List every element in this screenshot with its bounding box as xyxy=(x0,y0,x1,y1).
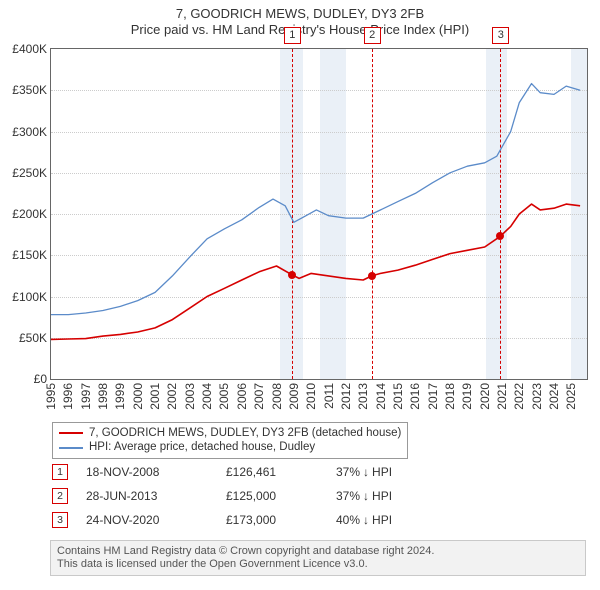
x-axis-label: 2014 xyxy=(374,383,388,410)
x-axis-label: 1998 xyxy=(96,383,110,410)
x-axis-label: 2022 xyxy=(512,383,526,410)
event-marker-box: 1 xyxy=(284,27,301,44)
event-date: 18-NOV-2008 xyxy=(86,465,226,479)
y-axis-label: £50K xyxy=(19,331,47,345)
event-number-box: 3 xyxy=(52,512,68,528)
x-axis-label: 2017 xyxy=(426,383,440,410)
legend-label: HPI: Average price, detached house, Dudl… xyxy=(89,440,315,454)
x-axis-label: 2023 xyxy=(530,383,544,410)
x-axis-label: 1996 xyxy=(61,383,75,410)
footer-line2: This data is licensed under the Open Gov… xyxy=(57,558,579,571)
x-axis-label: 2015 xyxy=(391,383,405,410)
x-axis-label: 2002 xyxy=(165,383,179,410)
series-hpi xyxy=(51,84,580,315)
event-price: £173,000 xyxy=(226,513,336,527)
x-axis-label: 2001 xyxy=(148,383,162,410)
x-axis-label: 2006 xyxy=(235,383,249,410)
legend-swatch xyxy=(59,447,83,449)
x-axis-label: 2025 xyxy=(564,383,578,410)
event-marker-box: 2 xyxy=(364,27,381,44)
arrow-down-icon: ↓ xyxy=(363,465,369,479)
legend-label: 7, GOODRICH MEWS, DUDLEY, DY3 2FB (detac… xyxy=(89,426,401,440)
footer-line1: Contains HM Land Registry data © Crown c… xyxy=(57,545,579,558)
event-price: £125,000 xyxy=(226,489,336,503)
x-axis-label: 2024 xyxy=(547,383,561,410)
event-diff-pct: 37% xyxy=(336,489,360,503)
price-point-marker xyxy=(368,272,376,280)
chart-container: { "header": { "address": "7, GOODRICH ME… xyxy=(0,0,600,590)
y-axis-label: £200K xyxy=(12,207,47,221)
x-axis-label: 2011 xyxy=(322,383,336,409)
chart-title-address: 7, GOODRICH MEWS, DUDLEY, DY3 2FB xyxy=(0,0,600,22)
x-axis-label: 1995 xyxy=(44,383,58,410)
event-date: 24-NOV-2020 xyxy=(86,513,226,527)
series-svg xyxy=(51,49,587,379)
legend: 7, GOODRICH MEWS, DUDLEY, DY3 2FB (detac… xyxy=(52,422,408,459)
event-diff: 37% ↓ HPI xyxy=(336,489,392,503)
event-diff-pct: 40% xyxy=(336,513,360,527)
legend-swatch xyxy=(59,432,83,434)
x-axis-label: 2012 xyxy=(339,383,353,410)
x-axis-label: 2021 xyxy=(495,383,509,410)
x-axis-label: 1999 xyxy=(113,383,127,410)
y-axis-label: £300K xyxy=(12,125,47,139)
x-axis-label: 2007 xyxy=(252,383,266,410)
x-axis-label: 2009 xyxy=(287,383,301,410)
price-point-marker xyxy=(496,232,504,240)
event-diff: 40% ↓ HPI xyxy=(336,513,392,527)
event-price: £126,461 xyxy=(226,465,336,479)
x-axis-label: 2020 xyxy=(478,383,492,410)
x-axis-label: 2008 xyxy=(270,383,284,410)
arrow-down-icon: ↓ xyxy=(363,489,369,503)
event-row: 2 28-JUN-2013£125,00037% ↓ HPI xyxy=(52,488,392,504)
event-marker-box: 3 xyxy=(492,27,509,44)
legend-item: 7, GOODRICH MEWS, DUDLEY, DY3 2FB (detac… xyxy=(59,426,401,440)
x-axis-label: 1997 xyxy=(79,383,93,410)
event-date: 28-JUN-2013 xyxy=(86,489,226,503)
attribution-footer: Contains HM Land Registry data © Crown c… xyxy=(50,540,586,576)
x-axis-label: 2010 xyxy=(304,383,318,410)
y-axis-label: £100K xyxy=(12,290,47,304)
chart-plot-area: £0£50K£100K£150K£200K£250K£300K£350K£400… xyxy=(50,48,588,380)
event-row: 3 24-NOV-2020£173,00040% ↓ HPI xyxy=(52,512,392,528)
x-axis-label: 2005 xyxy=(217,383,231,410)
x-axis-label: 2004 xyxy=(200,383,214,410)
arrow-down-icon: ↓ xyxy=(363,513,369,527)
x-axis-label: 2003 xyxy=(183,383,197,410)
x-axis-label: 2000 xyxy=(131,383,145,410)
series-property xyxy=(51,204,580,339)
y-axis-label: £150K xyxy=(12,248,47,262)
event-diff-pct: 37% xyxy=(336,465,360,479)
price-point-marker xyxy=(288,271,296,279)
y-axis-label: £250K xyxy=(12,166,47,180)
x-axis-label: 2018 xyxy=(443,383,457,410)
x-axis-label: 2019 xyxy=(460,383,474,410)
event-diff-suffix: HPI xyxy=(372,465,392,479)
legend-item: HPI: Average price, detached house, Dudl… xyxy=(59,440,401,454)
event-number-box: 1 xyxy=(52,464,68,480)
event-diff-suffix: HPI xyxy=(372,489,392,503)
y-axis-label: £400K xyxy=(12,42,47,56)
x-axis-label: 2016 xyxy=(408,383,422,410)
y-axis-label: £350K xyxy=(12,83,47,97)
event-diff-suffix: HPI xyxy=(372,513,392,527)
event-diff: 37% ↓ HPI xyxy=(336,465,392,479)
x-axis-label: 2013 xyxy=(356,383,370,410)
event-number-box: 2 xyxy=(52,488,68,504)
event-row: 1 18-NOV-2008£126,46137% ↓ HPI xyxy=(52,464,392,480)
